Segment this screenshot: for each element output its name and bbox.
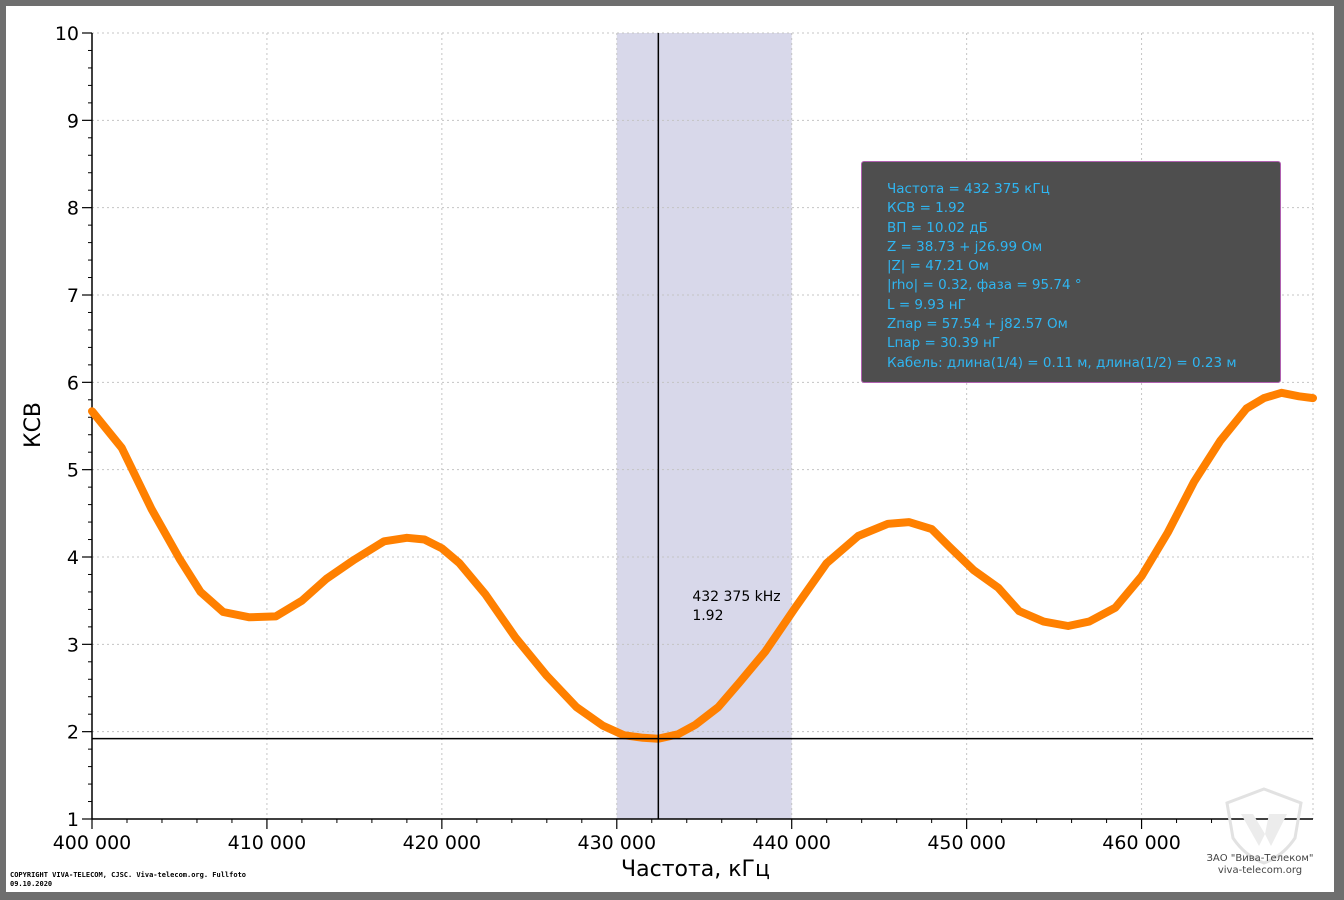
x-tick-label: 430 000 <box>577 832 656 854</box>
company-credit: ЗАО "Вива-Телеком" viva-telecom.org <box>1186 853 1334 877</box>
x-tick-label: 410 000 <box>228 832 307 854</box>
y-tick-label: 5 <box>67 460 79 482</box>
x-tick-label: 460 000 <box>1102 832 1181 854</box>
info-return-loss: ВП = 10.02 дБ <box>887 219 988 236</box>
y-tick-label: 2 <box>67 722 79 744</box>
chart-frame: 1 2 3 4 5 6 7 8 9 10 400 000 410 000 420 000 430 000 4… <box>6 6 1334 892</box>
marker-value-label: 1.92 <box>692 608 723 624</box>
x-tick-label: 450 000 <box>927 832 1006 854</box>
info-inductance: L = 9.93 нГ <box>887 296 966 313</box>
x-tick-label: 440 000 <box>752 832 831 854</box>
vswr-series-line <box>88 388 1317 743</box>
y-tick-label: 6 <box>67 372 79 394</box>
company-name: ЗАО "Вива-Телеком" <box>1206 853 1314 864</box>
info-impedance-magnitude: |Z| = 47.21 Ом <box>887 258 989 275</box>
info-cable-length: Кабель: длина(1/4) = 0.11 м, длина(1/2) … <box>887 354 1237 371</box>
company-logo-icon <box>1225 787 1303 865</box>
measurement-info-box: Частота = 432 375 кГц КСВ = 1.92 ВП = 10… <box>861 161 1281 383</box>
company-site: viva-telecom.org <box>1217 865 1303 876</box>
frequency-band-highlight <box>616 33 792 819</box>
copyright-line: COPYRIGHT VIVA-TELECOM, CJSC. Viva-telec… <box>10 871 247 879</box>
y-tick-label: 1 <box>67 809 79 831</box>
y-tick-label: 8 <box>67 198 79 220</box>
info-impedance: Z = 38.73 + j26.99 Ом <box>887 238 1043 255</box>
copyright-date: 09.10.2020 <box>10 880 53 888</box>
x-tick-label: 420 000 <box>403 832 482 854</box>
x-tick-label: 400 000 <box>53 832 132 854</box>
vswr-chart[interactable]: 1 2 3 4 5 6 7 8 9 10 400 000 410 000 420 000 430 000 4… <box>6 6 1334 892</box>
y-tick-label: 9 <box>67 110 79 132</box>
x-axis-title: Частота, кГц <box>621 857 770 882</box>
y-tick-label: 7 <box>67 285 79 307</box>
info-frequency: Частота = 432 375 кГц <box>887 181 1050 197</box>
info-vswr: КСВ = 1.92 <box>887 200 966 217</box>
y-axis-title: КСВ <box>21 402 46 448</box>
info-reflection: |rho| = 0.32, фаза = 95.74 ° <box>887 277 1082 294</box>
info-parallel-impedance: Zпар = 57.54 + j82.57 Ом <box>887 316 1068 333</box>
y-tick-label: 3 <box>67 634 79 656</box>
y-tick-label: 10 <box>55 23 79 45</box>
info-parallel-inductance: Lпар = 30.39 нГ <box>887 335 1001 352</box>
copyright-watermark: COPYRIGHT VIVA-TELECOM, CJSC. Viva-telec… <box>10 871 246 889</box>
y-tick-label: 4 <box>67 547 79 569</box>
marker-frequency-label: 432 375 kHz <box>692 589 780 605</box>
